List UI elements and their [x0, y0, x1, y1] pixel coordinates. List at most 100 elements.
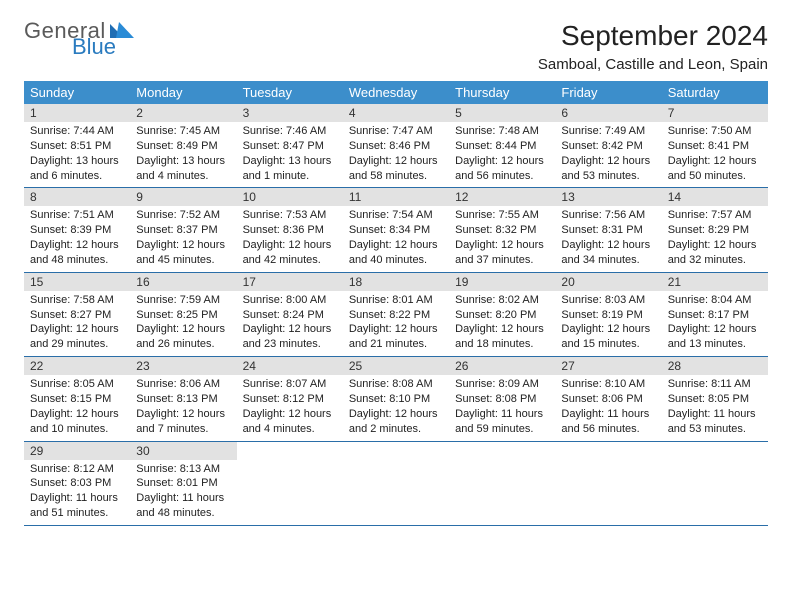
calendar-cell: 6Sunrise: 7:49 AMSunset: 8:42 PMDaylight… — [555, 104, 661, 187]
calendar-cell: 17Sunrise: 8:00 AMSunset: 8:24 PMDayligh… — [237, 273, 343, 356]
daylight-line: Daylight: 12 hours and 18 minutes. — [455, 322, 549, 352]
logo: General Blue — [24, 20, 136, 58]
day-number: 11 — [343, 188, 449, 206]
calendar-cell: 8Sunrise: 7:51 AMSunset: 8:39 PMDaylight… — [24, 188, 130, 271]
day-details: Sunrise: 7:47 AMSunset: 8:46 PMDaylight:… — [343, 122, 449, 187]
day-details: Sunrise: 8:13 AMSunset: 8:01 PMDaylight:… — [130, 460, 236, 525]
sunset-line: Sunset: 8:03 PM — [30, 476, 124, 491]
sunrise-line: Sunrise: 8:12 AM — [30, 462, 124, 477]
day-details: Sunrise: 7:49 AMSunset: 8:42 PMDaylight:… — [555, 122, 661, 187]
daylight-line: Daylight: 12 hours and 26 minutes. — [136, 322, 230, 352]
day-details: Sunrise: 7:51 AMSunset: 8:39 PMDaylight:… — [24, 206, 130, 271]
title-block: September 2024 Samboal, Castille and Leo… — [538, 20, 768, 73]
sunset-line: Sunset: 8:13 PM — [136, 392, 230, 407]
sunset-line: Sunset: 8:25 PM — [136, 308, 230, 323]
calendar-cell — [343, 442, 449, 525]
calendar-cell — [449, 442, 555, 525]
daylight-line: Daylight: 12 hours and 15 minutes. — [561, 322, 655, 352]
day-header: Wednesday — [343, 81, 449, 104]
day-details: Sunrise: 7:56 AMSunset: 8:31 PMDaylight:… — [555, 206, 661, 271]
day-details: Sunrise: 7:50 AMSunset: 8:41 PMDaylight:… — [662, 122, 768, 187]
day-header: Thursday — [449, 81, 555, 104]
calendar-cell: 9Sunrise: 7:52 AMSunset: 8:37 PMDaylight… — [130, 188, 236, 271]
location-text: Samboal, Castille and Leon, Spain — [538, 56, 768, 73]
calendar-cell: 5Sunrise: 7:48 AMSunset: 8:44 PMDaylight… — [449, 104, 555, 187]
sunset-line: Sunset: 8:42 PM — [561, 139, 655, 154]
sunrise-line: Sunrise: 8:07 AM — [243, 377, 337, 392]
day-details: Sunrise: 7:53 AMSunset: 8:36 PMDaylight:… — [237, 206, 343, 271]
calendar-cell: 15Sunrise: 7:58 AMSunset: 8:27 PMDayligh… — [24, 273, 130, 356]
sunset-line: Sunset: 8:17 PM — [668, 308, 762, 323]
day-number: 4 — [343, 104, 449, 122]
sunset-line: Sunset: 8:06 PM — [561, 392, 655, 407]
day-number: 21 — [662, 273, 768, 291]
day-details: Sunrise: 7:48 AMSunset: 8:44 PMDaylight:… — [449, 122, 555, 187]
day-number: 18 — [343, 273, 449, 291]
calendar-cell — [662, 442, 768, 525]
calendar-cell — [237, 442, 343, 525]
sunrise-line: Sunrise: 7:58 AM — [30, 293, 124, 308]
sunset-line: Sunset: 8:51 PM — [30, 139, 124, 154]
sunset-line: Sunset: 8:24 PM — [243, 308, 337, 323]
calendar-cell: 18Sunrise: 8:01 AMSunset: 8:22 PMDayligh… — [343, 273, 449, 356]
daylight-line: Daylight: 12 hours and 4 minutes. — [243, 407, 337, 437]
day-details: Sunrise: 7:52 AMSunset: 8:37 PMDaylight:… — [130, 206, 236, 271]
calendar-body: 1Sunrise: 7:44 AMSunset: 8:51 PMDaylight… — [24, 104, 768, 526]
logo-word-blue: Blue — [72, 36, 116, 58]
day-number: 1 — [24, 104, 130, 122]
day-number: 28 — [662, 357, 768, 375]
calendar-cell: 19Sunrise: 8:02 AMSunset: 8:20 PMDayligh… — [449, 273, 555, 356]
page-title: September 2024 — [538, 20, 768, 52]
sunrise-line: Sunrise: 8:06 AM — [136, 377, 230, 392]
sunset-line: Sunset: 8:22 PM — [349, 308, 443, 323]
sunset-line: Sunset: 8:36 PM — [243, 223, 337, 238]
day-number: 7 — [662, 104, 768, 122]
day-number: 10 — [237, 188, 343, 206]
sunset-line: Sunset: 8:05 PM — [668, 392, 762, 407]
sunset-line: Sunset: 8:49 PM — [136, 139, 230, 154]
sunrise-line: Sunrise: 8:02 AM — [455, 293, 549, 308]
calendar-cell — [555, 442, 661, 525]
sunrise-line: Sunrise: 8:10 AM — [561, 377, 655, 392]
sunset-line: Sunset: 8:01 PM — [136, 476, 230, 491]
day-number: 14 — [662, 188, 768, 206]
sunset-line: Sunset: 8:19 PM — [561, 308, 655, 323]
calendar-header-row: SundayMondayTuesdayWednesdayThursdayFrid… — [24, 81, 768, 104]
sunset-line: Sunset: 8:41 PM — [668, 139, 762, 154]
calendar-cell: 14Sunrise: 7:57 AMSunset: 8:29 PMDayligh… — [662, 188, 768, 271]
sunset-line: Sunset: 8:29 PM — [668, 223, 762, 238]
sunset-line: Sunset: 8:46 PM — [349, 139, 443, 154]
calendar-cell: 1Sunrise: 7:44 AMSunset: 8:51 PMDaylight… — [24, 104, 130, 187]
day-details: Sunrise: 8:01 AMSunset: 8:22 PMDaylight:… — [343, 291, 449, 356]
day-number: 17 — [237, 273, 343, 291]
calendar-cell: 25Sunrise: 8:08 AMSunset: 8:10 PMDayligh… — [343, 357, 449, 440]
calendar-cell: 22Sunrise: 8:05 AMSunset: 8:15 PMDayligh… — [24, 357, 130, 440]
calendar-cell: 2Sunrise: 7:45 AMSunset: 8:49 PMDaylight… — [130, 104, 236, 187]
sunset-line: Sunset: 8:31 PM — [561, 223, 655, 238]
day-number: 25 — [343, 357, 449, 375]
day-details: Sunrise: 8:06 AMSunset: 8:13 PMDaylight:… — [130, 375, 236, 440]
daylight-line: Daylight: 11 hours and 51 minutes. — [30, 491, 124, 521]
calendar-cell: 23Sunrise: 8:06 AMSunset: 8:13 PMDayligh… — [130, 357, 236, 440]
day-number: 22 — [24, 357, 130, 375]
sunrise-line: Sunrise: 7:49 AM — [561, 124, 655, 139]
sunrise-line: Sunrise: 8:08 AM — [349, 377, 443, 392]
daylight-line: Daylight: 12 hours and 53 minutes. — [561, 154, 655, 184]
daylight-line: Daylight: 11 hours and 53 minutes. — [668, 407, 762, 437]
sunset-line: Sunset: 8:10 PM — [349, 392, 443, 407]
day-details: Sunrise: 8:07 AMSunset: 8:12 PMDaylight:… — [237, 375, 343, 440]
daylight-line: Daylight: 12 hours and 21 minutes. — [349, 322, 443, 352]
day-header: Saturday — [662, 81, 768, 104]
day-number: 27 — [555, 357, 661, 375]
sunset-line: Sunset: 8:47 PM — [243, 139, 337, 154]
calendar-cell: 30Sunrise: 8:13 AMSunset: 8:01 PMDayligh… — [130, 442, 236, 525]
sunrise-line: Sunrise: 8:01 AM — [349, 293, 443, 308]
day-number: 5 — [449, 104, 555, 122]
day-details: Sunrise: 7:57 AMSunset: 8:29 PMDaylight:… — [662, 206, 768, 271]
calendar-cell: 11Sunrise: 7:54 AMSunset: 8:34 PMDayligh… — [343, 188, 449, 271]
calendar-cell: 21Sunrise: 8:04 AMSunset: 8:17 PMDayligh… — [662, 273, 768, 356]
daylight-line: Daylight: 12 hours and 7 minutes. — [136, 407, 230, 437]
sunrise-line: Sunrise: 7:53 AM — [243, 208, 337, 223]
daylight-line: Daylight: 13 hours and 1 minute. — [243, 154, 337, 184]
day-header: Tuesday — [237, 81, 343, 104]
